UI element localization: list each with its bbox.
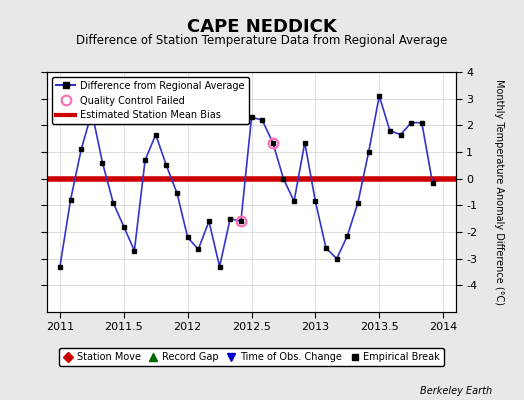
Legend: Station Move, Record Gap, Time of Obs. Change, Empirical Break: Station Move, Record Gap, Time of Obs. C… <box>59 348 444 366</box>
Text: Berkeley Earth: Berkeley Earth <box>420 386 493 396</box>
Y-axis label: Monthly Temperature Anomaly Difference (°C): Monthly Temperature Anomaly Difference (… <box>494 79 504 305</box>
Text: CAPE NEDDICK: CAPE NEDDICK <box>187 18 337 36</box>
Text: Difference of Station Temperature Data from Regional Average: Difference of Station Temperature Data f… <box>77 34 447 47</box>
